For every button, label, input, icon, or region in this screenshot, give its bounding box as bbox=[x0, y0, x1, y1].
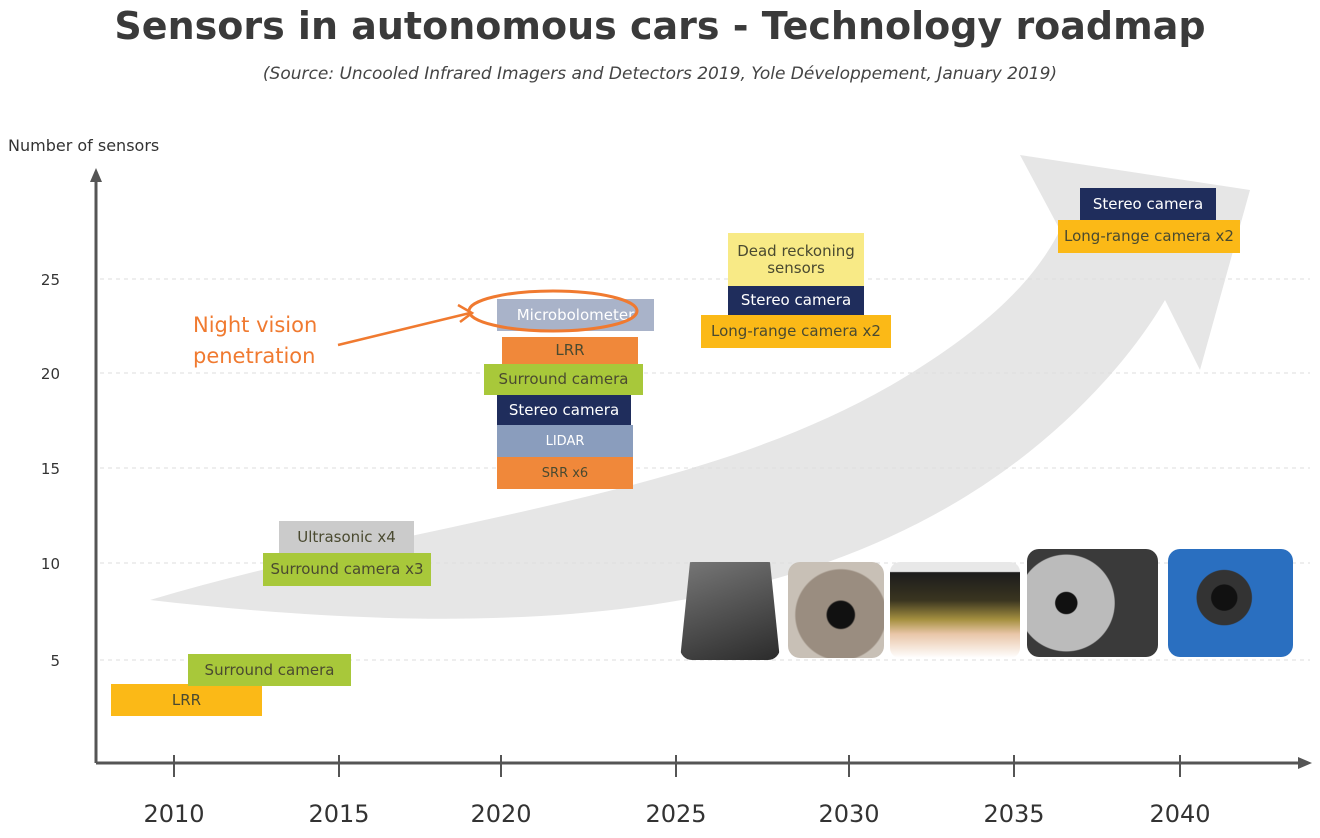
x-axis-arrow bbox=[1298, 757, 1312, 769]
sensor-box: LIDAR bbox=[497, 425, 633, 457]
y-axis-arrow bbox=[90, 168, 102, 182]
page-title: Sensors in autonomous cars - Technology … bbox=[114, 4, 1206, 48]
sensor-box: Stereo camera bbox=[497, 395, 631, 425]
x-tick: 2020 bbox=[470, 800, 532, 828]
y-tick: 20 bbox=[40, 365, 60, 383]
lidar-image bbox=[890, 562, 1020, 658]
x-tick: 2010 bbox=[143, 800, 205, 828]
sensor-box: Surround camera bbox=[188, 654, 351, 686]
camera-sensor-image bbox=[788, 562, 884, 658]
y-tick: 10 bbox=[40, 555, 60, 573]
y-axis-label: Number of sensors bbox=[8, 136, 160, 155]
sensor-box: Dead reckoning sensors bbox=[728, 233, 864, 286]
sensor-box: SRR x6 bbox=[497, 457, 633, 489]
y-tick: 25 bbox=[40, 271, 60, 289]
sensor-box: Stereo camera bbox=[728, 286, 864, 315]
sensor-box: Stereo camera bbox=[1080, 188, 1216, 220]
sensor-box: Long-range camera x2 bbox=[701, 315, 891, 348]
subtitle: (Source: Uncooled Infrared Imagers and D… bbox=[262, 64, 1058, 84]
sensor-box: Surround camera bbox=[484, 364, 643, 395]
x-tick: 2015 bbox=[308, 800, 370, 828]
sensor-box: Surround camera x3 bbox=[263, 553, 431, 586]
x-tick: 2035 bbox=[983, 800, 1045, 828]
y-tick: 15 bbox=[40, 460, 60, 478]
sensor-box: Long-range camera x2 bbox=[1058, 220, 1240, 253]
x-tick: 2030 bbox=[818, 800, 880, 828]
night-vision-annotation: Night vision penetration bbox=[193, 313, 318, 368]
annotation-arrow bbox=[337, 303, 475, 347]
x-tick: 2040 bbox=[1149, 800, 1211, 828]
sensor-box: Microbolometer bbox=[497, 299, 654, 331]
x-ticks bbox=[173, 755, 1181, 777]
sensor-box: LRR bbox=[502, 337, 638, 364]
thermal-camera-image bbox=[1027, 549, 1158, 657]
y-tick: 5 bbox=[50, 652, 60, 670]
sensor-box: LRR bbox=[111, 684, 262, 716]
radar-sensor-image bbox=[680, 562, 780, 660]
x-tick: 2025 bbox=[645, 800, 707, 828]
infrared-sensor-image bbox=[1168, 549, 1293, 657]
sensor-box: Ultrasonic x4 bbox=[279, 521, 414, 553]
